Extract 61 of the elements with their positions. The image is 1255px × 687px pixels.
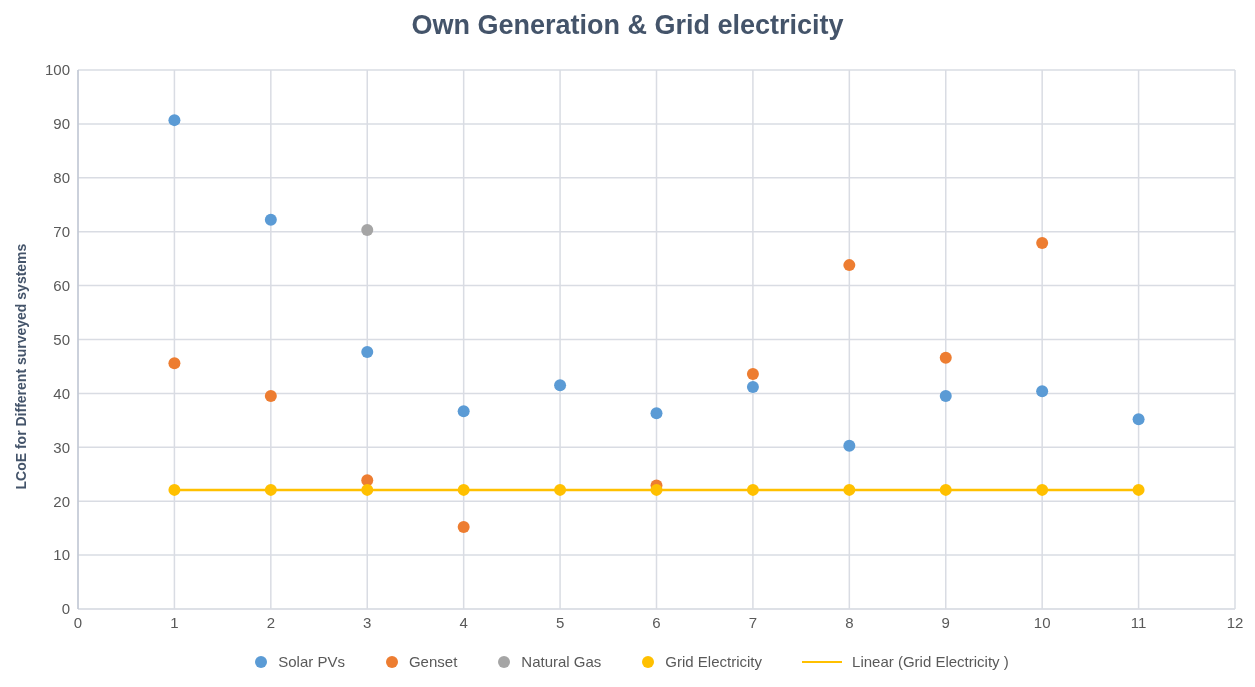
chart-title: Own Generation & Grid electricity: [410, 9, 845, 42]
point: [457, 483, 470, 496]
point: [264, 213, 277, 226]
x-tick-label: 9: [941, 613, 950, 631]
point: [746, 483, 759, 496]
point: [939, 483, 952, 496]
point: [843, 483, 856, 496]
point: [1132, 483, 1145, 496]
legend-label: Genset: [408, 653, 458, 670]
point: [168, 357, 181, 370]
point: [457, 521, 470, 534]
legend-label: Solar PVs: [278, 653, 345, 670]
point: [939, 390, 952, 403]
x-tick-label: 10: [1033, 613, 1051, 631]
y-tick-label: 20: [53, 492, 70, 510]
x-tick-label: 2: [266, 613, 276, 631]
point: [650, 483, 663, 496]
legend-label: Linear (Grid Electricity ): [852, 653, 1009, 670]
point: [361, 224, 374, 237]
point: [650, 407, 663, 420]
x-tick-label: 5: [555, 613, 565, 631]
y-tick-label: 60: [53, 276, 70, 294]
y-tick-label: 70: [53, 223, 70, 241]
point: [939, 351, 952, 364]
y-tick-label: 0: [61, 600, 70, 618]
point: [1036, 385, 1049, 398]
point: [843, 439, 856, 452]
y-tick-label: 90: [53, 115, 70, 133]
x-tick-label: 0: [73, 613, 83, 631]
point: [457, 405, 470, 418]
point: [1036, 237, 1049, 250]
point: [1036, 483, 1049, 496]
y-tick-label: 50: [53, 330, 70, 348]
legend-label: Natural Gas: [521, 653, 602, 670]
x-tick-label: 3: [363, 613, 372, 631]
x-tick-label: 1: [170, 613, 179, 631]
y-tick-label: 10: [53, 546, 70, 564]
point: [843, 259, 856, 272]
x-tick-label: 6: [652, 613, 661, 631]
point: [554, 379, 567, 392]
y-tick-label: 40: [53, 384, 70, 402]
point: [264, 483, 277, 496]
point: [554, 483, 567, 496]
x-tick-label: 12: [1226, 613, 1244, 631]
point: [361, 345, 374, 358]
point: [746, 380, 759, 393]
point: [1132, 413, 1145, 426]
y-tick-label: 30: [53, 438, 70, 456]
x-tick-label: 8: [845, 613, 854, 631]
point: [168, 483, 181, 496]
point: [746, 368, 759, 380]
y-tick-label: 80: [53, 169, 70, 187]
y-axis-title: LCoE for Different surveyed systems: [12, 243, 29, 490]
x-tick-label: 11: [1130, 613, 1147, 631]
x-tick-label: 7: [748, 613, 758, 631]
point: [168, 114, 181, 127]
legend-label: Grid Electricity: [665, 653, 763, 670]
point: [264, 390, 277, 403]
x-tick-label: 4: [459, 613, 468, 631]
y-tick-label: 100: [44, 61, 70, 79]
point: [361, 483, 374, 496]
